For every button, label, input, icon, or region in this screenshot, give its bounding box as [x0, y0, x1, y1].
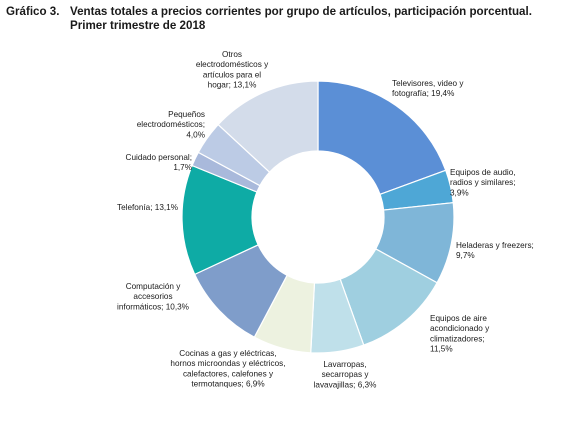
figure-number: Gráfico 3.	[6, 5, 60, 18]
title-line-1: Ventas totales a precios corrientes por …	[70, 5, 532, 18]
slice-otros-electrodomesticos-y-articulos-para-el-hogar	[217, 80, 319, 174]
label-cocinas-a-gas-y-electricas-hornos-microondas-y-electricos-calefactores-calefones-y-termotanques: Cocinas a gas y eléctricas, hornos microo…	[170, 349, 285, 389]
label-telefonia: Telefonía; 13,1%	[117, 203, 178, 212]
label-lavarropas-secarropas-y-lavavajillas: Lavarropas, secarropas y lavavajillas; 6,3…	[314, 360, 377, 389]
label-cuidado-personal: Cuidado personal; 1,7%	[126, 153, 192, 172]
label-equipos-de-audio-radios-y-similares: Equipos de audio, radios y similares; 3,9%	[450, 168, 516, 197]
chart-title: Gráfico 3. Ventas totales a precios corri…	[6, 5, 566, 33]
slice-televisores-video-y-fotografia	[317, 80, 447, 196]
label-pequenos-electrodomesticos: Pequeños electrodomésticos; 4,0%	[137, 110, 205, 139]
label-televisores-video-y-fotografia: Televisores, video y fotografía; 19,4%	[392, 79, 464, 98]
label-computacion-y-accesorios-informaticos: Computación y accesorios informáticos; 10,…	[117, 282, 189, 311]
label-otros-electrodomesticos-y-articulos-para-el-hogar: Otros electrodomésticos y artículos para e…	[196, 50, 269, 90]
labels-group: Televisores, video y fotografía; 19,4% Equ…	[117, 50, 534, 389]
slices-group	[181, 80, 455, 354]
label-heladeras-y-freezers: Heladeras y freezers; 9,7%	[456, 241, 534, 260]
title-line-2: Primer trimestre de 2018	[70, 19, 206, 32]
label-equipos-de-aire-acondicionado-y-climatizadores: Equipos de aire acondicionado y climatizad…	[430, 314, 490, 354]
